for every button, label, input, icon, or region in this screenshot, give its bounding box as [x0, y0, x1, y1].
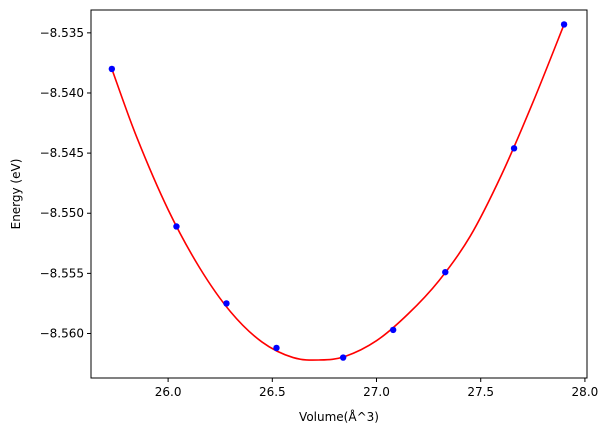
y-tick-label: −8.540	[40, 86, 84, 100]
data-point	[223, 300, 230, 307]
data-point	[560, 21, 568, 28]
data-point	[510, 145, 518, 152]
fit-curve-line	[111, 24, 565, 361]
x-tick-label: 28.0	[572, 385, 599, 399]
data-point	[339, 354, 347, 361]
data-point	[273, 344, 280, 352]
y-axis-ticks: −8.535 −8.540 −8.545 −8.550 −8.555 −8.560	[40, 26, 91, 341]
data-point	[389, 326, 397, 334]
y-axis-label: Energy (eV)	[9, 159, 23, 230]
y-tick-label: −8.555	[40, 266, 84, 280]
data-point	[173, 223, 180, 230]
data-point	[442, 268, 449, 276]
y-tick-label: −8.560	[40, 327, 84, 341]
y-tick-label: −8.535	[40, 26, 84, 40]
x-tick-label: 26.0	[155, 385, 182, 399]
y-tick-label: −8.550	[40, 206, 84, 220]
x-axis-label: Volume(Å^3)	[299, 409, 379, 424]
plot-area	[108, 21, 568, 361]
x-tick-label: 27.5	[467, 385, 494, 399]
x-tick-label: 26.5	[259, 385, 286, 399]
x-tick-label: 27.0	[363, 385, 390, 399]
axes-frame	[90, 9, 588, 379]
data-point	[108, 65, 116, 73]
x-axis-ticks: 26.0 26.5 27.0 27.5 28.0	[155, 378, 599, 399]
y-tick-label: −8.545	[40, 146, 84, 160]
